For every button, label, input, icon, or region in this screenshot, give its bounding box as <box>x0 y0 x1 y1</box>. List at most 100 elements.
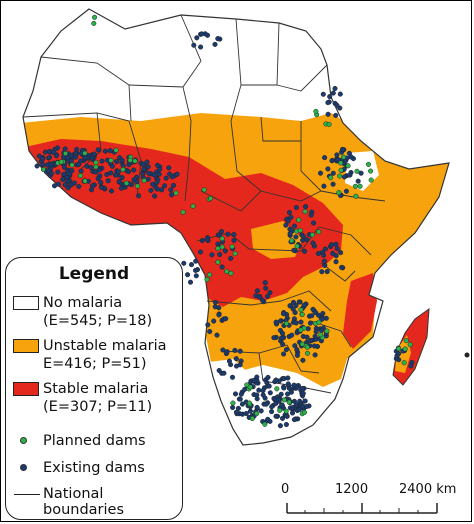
existing-dam-marker <box>294 347 300 353</box>
existing-dam-marker <box>95 175 101 182</box>
existing-dam-marker <box>293 402 299 408</box>
existing-dam-marker <box>198 44 204 50</box>
existing-dam-marker <box>322 262 328 268</box>
existing-dam-marker <box>273 413 279 419</box>
existing-dam-marker <box>88 164 94 171</box>
existing-dam-marker <box>40 162 46 168</box>
existing-dam-marker <box>199 237 205 244</box>
existing-dam-symbol <box>20 464 27 471</box>
planned-dam-marker <box>123 180 130 186</box>
unstable-malaria-swatch <box>13 339 39 353</box>
existing-dam-marker <box>300 233 306 239</box>
planned-dam-marker <box>62 150 69 157</box>
planned-dam-marker <box>215 245 221 252</box>
existing-dam-marker <box>197 249 204 255</box>
existing-dam-marker <box>266 383 272 389</box>
existing-dam-marker <box>265 374 271 380</box>
existing-dam-marker <box>214 332 220 338</box>
existing-dam-marker <box>154 179 160 185</box>
planned-dam-marker <box>277 407 283 413</box>
existing-dam-marker <box>187 279 194 285</box>
existing-dam-marker <box>395 351 402 357</box>
existing-dam-marker <box>291 382 297 388</box>
existing-dam-marker <box>339 146 346 152</box>
existing-dam-marker <box>188 262 195 268</box>
existing-dam-marker <box>243 410 249 417</box>
planned-dam-marker <box>120 167 126 173</box>
existing-dam-marker <box>99 184 105 191</box>
existing-dam-marker <box>313 329 319 335</box>
existing-dam-marker <box>321 258 328 264</box>
existing-dam-marker <box>114 159 120 165</box>
existing-dam-marker <box>95 147 101 153</box>
existing-dam-marker <box>193 258 199 264</box>
planned-dam-marker <box>201 187 207 193</box>
existing-dam-marker <box>174 171 180 177</box>
existing-dam-marker <box>112 172 119 178</box>
planned-dam-marker <box>207 272 213 278</box>
existing-dam-marker <box>131 167 137 173</box>
planned-dam-marker <box>301 409 308 415</box>
existing-dam-marker <box>284 413 290 419</box>
planned-dam-marker <box>91 20 97 26</box>
existing-dam-marker <box>291 247 297 253</box>
existing-dam-marker <box>62 182 68 188</box>
existing-dam-marker <box>303 204 309 210</box>
existing-dam-marker <box>300 390 306 396</box>
existing-dam-marker <box>293 303 299 309</box>
existing-dam-marker <box>281 385 287 391</box>
existing-dam-marker <box>36 153 42 159</box>
planned-dam-marker <box>318 332 324 338</box>
existing-dam-marker <box>325 100 331 106</box>
existing-dam-marker <box>355 178 361 184</box>
planned-dam-marker <box>77 173 84 179</box>
existing-dam-marker <box>358 170 364 176</box>
existing-dam-marker <box>254 288 260 294</box>
existing-dam-marker <box>40 156 46 162</box>
existing-dam-marker <box>271 335 277 341</box>
planned-dam-marker <box>304 344 310 350</box>
planned-dam-marker <box>173 190 179 196</box>
existing-dam-marker <box>304 237 310 243</box>
existing-dam-marker <box>338 250 344 256</box>
existing-dam-marker <box>273 319 279 325</box>
planned-dam-marker <box>368 168 374 174</box>
existing-dam-marker <box>125 169 132 175</box>
island-dot <box>464 352 470 358</box>
planned-dam-marker <box>262 421 268 427</box>
existing-dam-marker <box>76 183 82 189</box>
existing-dam-marker <box>159 187 165 193</box>
existing-dam-marker <box>226 358 232 364</box>
planned-dam-marker <box>294 243 300 249</box>
planned-dam-marker <box>232 251 238 257</box>
existing-dam-marker <box>258 408 264 414</box>
existing-dam-marker <box>335 157 341 163</box>
existing-dam-marker <box>289 410 296 416</box>
planned-dam-marker <box>92 14 98 20</box>
existing-dam-marker <box>254 404 260 410</box>
existing-dam-marker <box>290 306 296 312</box>
existing-dam-marker <box>339 264 345 270</box>
existing-dam-marker <box>194 35 200 41</box>
existing-dam-marker <box>330 181 336 187</box>
planned-dam-marker <box>93 159 99 166</box>
existing-dam-marker <box>144 159 150 165</box>
existing-dam-marker <box>319 316 325 322</box>
existing-dam-marker <box>166 165 172 171</box>
existing-dam-marker <box>62 165 68 171</box>
existing-dam-marker <box>311 220 317 226</box>
existing-dam-marker <box>323 315 329 321</box>
existing-dam-marker <box>330 250 336 256</box>
existing-dam-marker <box>327 94 333 100</box>
existing-dam-marker <box>221 370 227 376</box>
existing-dam-marker <box>291 417 297 423</box>
planned-dam-marker <box>58 159 64 165</box>
planned-dam-marker <box>316 319 322 325</box>
planned-dam-marker <box>228 270 234 276</box>
existing-dam-marker <box>157 166 163 172</box>
existing-dam-marker <box>280 341 286 347</box>
planned-dam-marker <box>328 175 334 181</box>
planned-dam-marker <box>365 161 372 167</box>
existing-dam-marker <box>337 91 343 97</box>
existing-dam-marker <box>170 182 177 188</box>
